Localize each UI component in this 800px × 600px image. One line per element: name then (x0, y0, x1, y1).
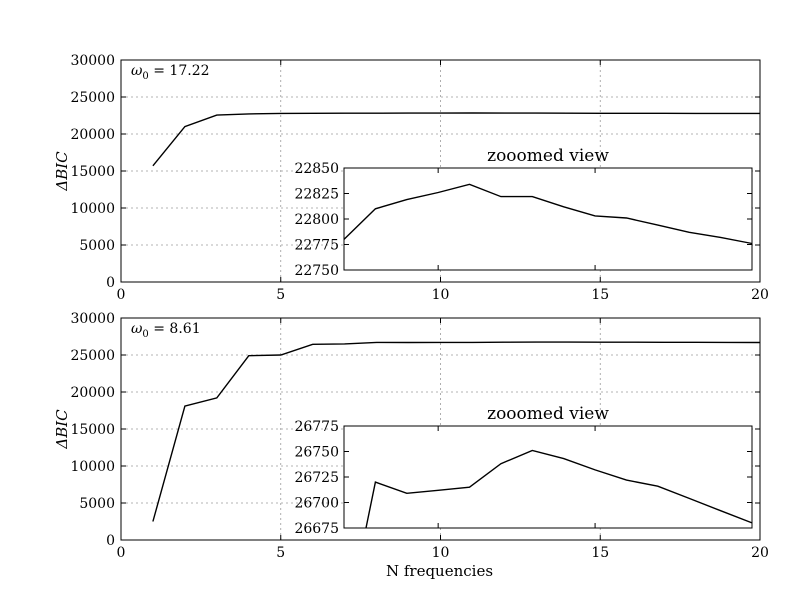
omega-annotation: ω0 = 8.61 (131, 321, 201, 340)
inset-zoomed-view: 26675 26700 26725 26750 26775 zooomed view (294, 404, 753, 537)
panel-1: 0 5 10 15 20050001000015000200002500030000ω0… (53, 53, 769, 303)
x-tick-label: 10 (432, 287, 450, 303)
omega-symbol: ω (131, 321, 143, 337)
x-tick-label: 20 (751, 287, 769, 303)
inset-y-tick-label: 26725 (294, 470, 339, 486)
inset-title: zooomed view (487, 146, 609, 166)
inset-y-tick-label: 26750 (294, 445, 339, 461)
omega-subscript: 0 (142, 71, 148, 82)
omega-value: = 8.61 (149, 321, 201, 337)
inset-y-tick-label: 22825 (294, 187, 339, 203)
omega-annotation: ω0 = 17.22 (131, 63, 210, 82)
x-axis-label: N frequencies (386, 562, 493, 580)
inset-series-line (343, 183, 753, 245)
inset-y-tick-label: 22775 (294, 238, 339, 254)
y-tick-label: 20000 (70, 385, 115, 401)
inset-y-tick-label: 22750 (294, 263, 339, 279)
inset-zoomed-view: 22750 22775 22800 22825 22850 zooomed view (294, 146, 753, 279)
inset-frame (343, 167, 753, 271)
inset-series-line (365, 449, 753, 529)
inset-y-tick-label: 26675 (294, 521, 339, 537)
x-tick-label: 5 (276, 287, 285, 303)
x-tick-label: 5 (276, 545, 285, 561)
x-tick-label: 15 (591, 545, 609, 561)
omega-subscript: 0 (142, 329, 148, 340)
y-tick-label: 0 (106, 533, 115, 549)
inset-y-tick-label: 22850 (294, 161, 339, 177)
y-tick-label: 15000 (70, 422, 115, 438)
y-tick-label: 10000 (70, 201, 115, 217)
y-tick-label: 15000 (70, 164, 115, 180)
inset-title: zooomed view (487, 404, 609, 424)
y-tick-label: 30000 (70, 53, 115, 69)
y-axis-label: ΔBIC (53, 151, 71, 192)
x-tick-label: 0 (117, 287, 126, 303)
x-tick-label: 0 (117, 545, 126, 561)
y-tick-label: 25000 (70, 90, 115, 106)
inset-y-tick-label: 22800 (294, 212, 339, 228)
panel-2: 0 5 10 15 20050001000015000200002500030000ω0… (53, 311, 769, 580)
y-axis-label: ΔBIC (53, 409, 71, 450)
inset-y-tick-label: 26700 (294, 496, 339, 512)
y-tick-label: 10000 (70, 459, 115, 475)
y-tick-label: 30000 (70, 311, 115, 327)
y-tick-label: 5000 (79, 238, 115, 254)
series-line (152, 112, 760, 167)
inset-frame (343, 425, 753, 529)
y-tick-label: 25000 (70, 348, 115, 364)
y-tick-label: 20000 (70, 127, 115, 143)
omega-value: = 17.22 (149, 63, 210, 79)
omega-symbol: ω (131, 63, 143, 79)
x-tick-label: 15 (591, 287, 609, 303)
plot-frame (120, 59, 761, 283)
x-tick-label: 20 (751, 545, 769, 561)
y-tick-label: 0 (106, 275, 115, 291)
inset-background (344, 168, 752, 270)
plot-frame (120, 317, 761, 541)
inset-y-tick-label: 26775 (294, 419, 339, 435)
x-tick-label: 10 (432, 545, 450, 561)
series-line (152, 341, 761, 522)
inset-background (344, 426, 752, 528)
y-tick-label: 5000 (79, 496, 115, 512)
